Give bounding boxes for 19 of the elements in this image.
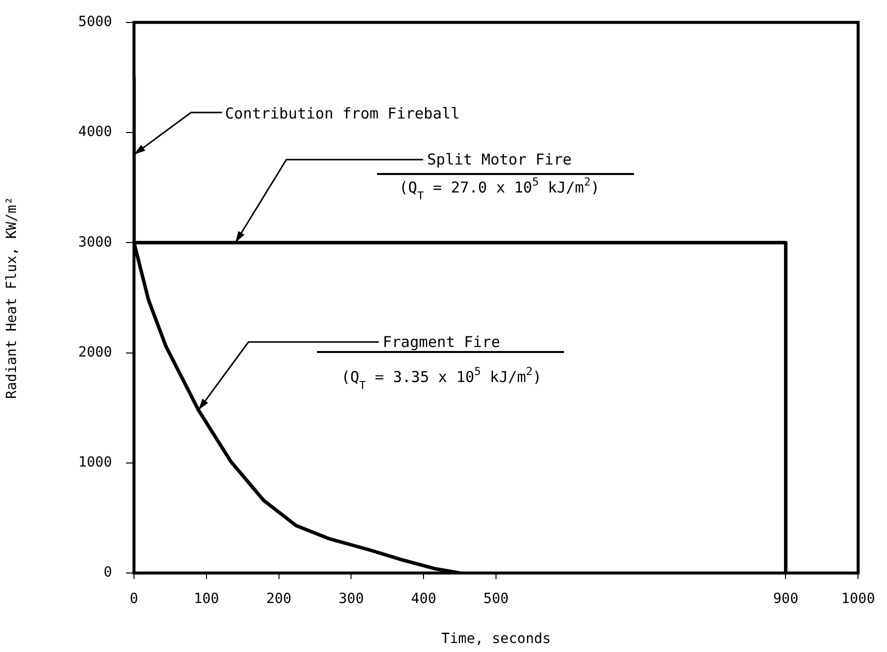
y-axis-title: Radiant Heat Flux, KW/m² bbox=[4, 196, 20, 399]
x-tick-label: 400 bbox=[411, 591, 436, 608]
y-tick-label: 2000 bbox=[78, 344, 112, 360]
annotation: Fragment Fire bbox=[382, 333, 500, 352]
x-tick-label: 900 bbox=[773, 591, 798, 608]
y-tick-label: 0 bbox=[104, 564, 112, 581]
x-tick-label: 0 bbox=[130, 591, 138, 608]
x-tick-label: 100 bbox=[194, 591, 220, 608]
x-tick-label: 200 bbox=[266, 591, 292, 608]
y-tick-label: 1000 bbox=[78, 454, 112, 471]
x-tick-label: 500 bbox=[483, 591, 509, 608]
x-axis-title: Time, seconds bbox=[441, 631, 551, 648]
y-tick-label: 5000 bbox=[78, 14, 112, 30]
x-tick-label: 300 bbox=[338, 591, 364, 608]
y-tick-label: 3000 bbox=[78, 234, 112, 250]
annotation: Split Motor Fire bbox=[427, 150, 572, 169]
x-tick-label: 1000 bbox=[841, 591, 875, 608]
y-tick-label: 4000 bbox=[78, 124, 112, 140]
annotation: Contribution from Fireball bbox=[225, 104, 460, 123]
